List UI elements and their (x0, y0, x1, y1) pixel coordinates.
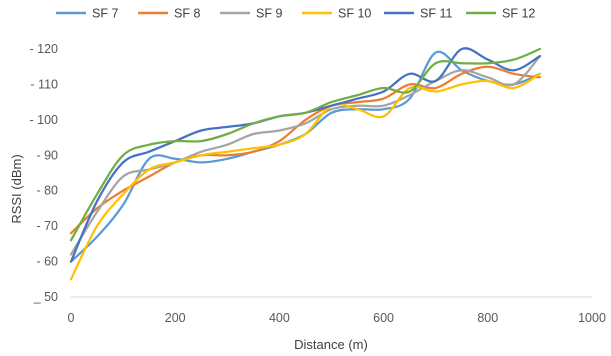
y-tick-label: - 100 (30, 113, 59, 127)
legend-item-sf-11: SF 11 (384, 7, 452, 21)
legend-label: SF 9 (256, 7, 282, 21)
x-tick-label: 800 (477, 311, 498, 325)
y-tick-label: - 120 (30, 42, 59, 56)
x-axis-title: Distance (m) (294, 337, 368, 352)
legend-item-sf-8: SF 8 (138, 7, 200, 21)
y-tick-label: - 60 (36, 255, 58, 269)
y-axis: _ 50 - 60 - 70 - 80 - 90 - 100 - 110 - 120 (30, 42, 59, 304)
series-line-sf-10 (69, 72, 542, 281)
x-tick-label: 400 (269, 311, 290, 325)
series-line-sf-8 (69, 65, 542, 235)
y-tick-label: - 70 (36, 219, 58, 233)
y-tick-label: - 80 (36, 184, 58, 198)
legend-item-sf-9: SF 9 (220, 7, 282, 21)
legend-label: SF 12 (502, 7, 535, 21)
legend-item-sf-12: SF 12 (466, 7, 535, 21)
legend-item-sf-10: SF 10 (302, 7, 371, 21)
legend-item-sf-7: SF 7 (56, 7, 118, 21)
series-lines (69, 47, 542, 281)
legend-label: SF 10 (338, 7, 371, 21)
x-tick-label: 1000 (578, 311, 606, 325)
x-tick-label: 0 (68, 311, 75, 325)
x-tick-label: 600 (373, 311, 394, 325)
series-line-sf-12 (69, 47, 542, 242)
legend: SF 7 SF 8 SF 9 SF 10 SF 11 SF 12 (56, 7, 535, 21)
legend-label: SF 11 (420, 7, 452, 21)
legend-label: SF 7 (92, 7, 118, 21)
x-tick-label: 200 (165, 311, 186, 325)
y-tick-label: - 110 (30, 77, 58, 91)
y-tick-label: - 90 (36, 148, 58, 162)
y-tick-label: _ 50 (33, 290, 58, 304)
legend-label: SF 8 (174, 7, 200, 21)
x-axis: 0 200 400 600 800 1000 (68, 296, 606, 325)
y-axis-title: RSSI (dBm) (9, 154, 24, 223)
